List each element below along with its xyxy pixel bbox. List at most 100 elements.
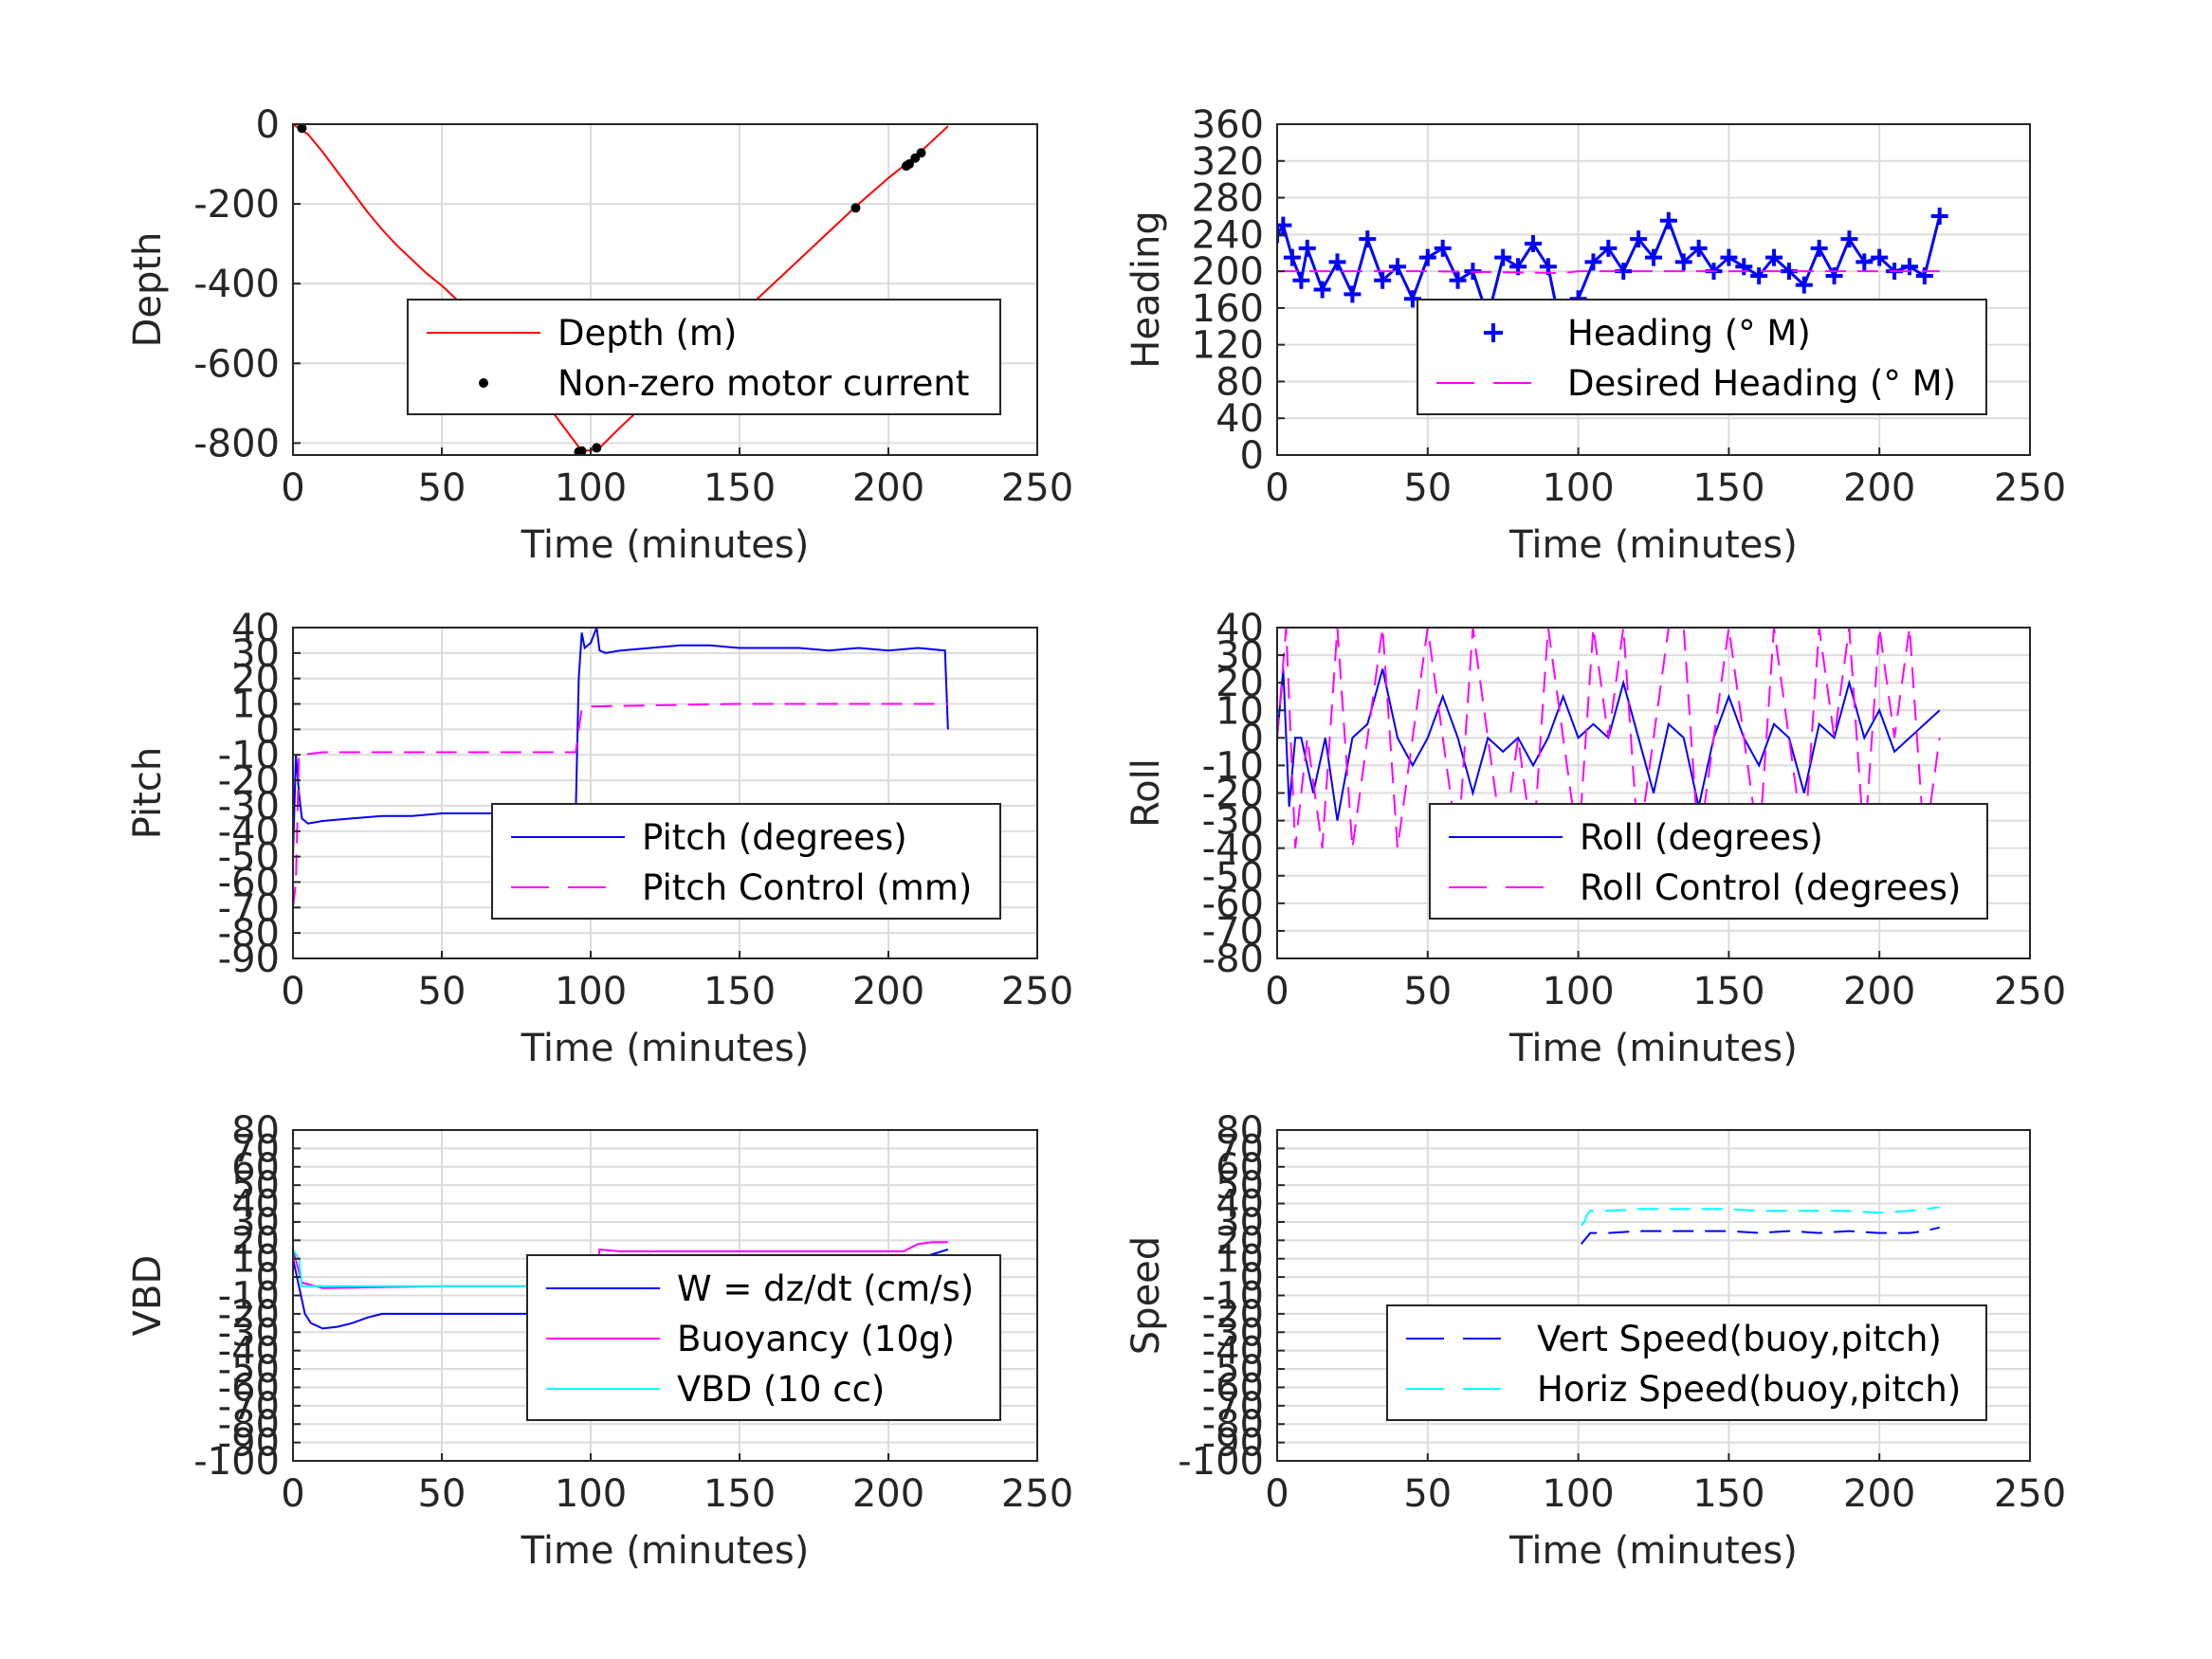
y-tick-label: -20 — [1202, 1293, 1264, 1337]
series-line-2 — [1581, 1206, 1940, 1227]
y-tick-label: 0 — [256, 708, 280, 752]
y-tick-label: -40 — [1202, 1330, 1264, 1374]
x-tick-label: 0 — [281, 970, 304, 1013]
legend-label: Roll Control (degrees) — [1580, 867, 1961, 908]
data-layer — [1277, 628, 1941, 848]
y-tick-label: -40 — [1202, 828, 1264, 871]
series-line-1 — [293, 628, 949, 857]
legend-marker — [479, 378, 488, 388]
motor-current-point — [916, 148, 926, 158]
heading-point — [1292, 271, 1310, 289]
heading-point — [1674, 253, 1692, 271]
x-tick-label: 250 — [1994, 970, 2066, 1013]
y-tick-label: -10 — [1202, 1275, 1264, 1319]
y-tick-label: -90 — [218, 1422, 280, 1466]
y-tick-label: -60 — [218, 1366, 280, 1410]
legend: Heading (° M) Desired Heading (° M) — [1417, 299, 1987, 415]
y-tick-label: -30 — [218, 785, 280, 829]
axes-box — [292, 627, 1038, 959]
x-tick-label: 0 — [1265, 970, 1289, 1013]
legend-label: Roll (degrees) — [1580, 817, 1823, 858]
y-tick-label: -10 — [218, 1275, 280, 1319]
y-tick-label: 10 — [231, 684, 280, 727]
y-tick-label: 200 — [1192, 250, 1264, 294]
series-line-2 — [293, 702, 948, 908]
y-tick-label: 30 — [1216, 634, 1264, 678]
heading-point — [1871, 248, 1889, 266]
motor-current-point — [297, 124, 307, 134]
y-tick-label: 0 — [1240, 717, 1264, 760]
heading-point — [1645, 248, 1662, 266]
x-tick-label: 200 — [1843, 466, 1915, 510]
heading-point — [1359, 230, 1377, 248]
heading-point — [1659, 211, 1677, 229]
y-tick-label: 20 — [231, 1219, 280, 1263]
subplot-heading: 0 50 100 150 200 2500408012016020024028032036… — [1124, 103, 2066, 567]
heading-point — [1389, 258, 1407, 276]
legend-label: Heading (° M) — [1567, 313, 1811, 354]
y-tick-label: -30 — [1202, 800, 1264, 844]
heading-point — [1930, 207, 1948, 225]
y-tick-label: 80 — [1216, 360, 1264, 404]
x-axis-label: Time (minutes) — [1508, 1529, 1798, 1573]
x-tick-label: 200 — [1843, 1472, 1915, 1516]
y-tick-label: -90 — [218, 938, 280, 981]
x-tick-label: 50 — [1403, 970, 1452, 1013]
subplot-vbd: 0 50 100 150 200 250-100-90-80-70-60-50-40-30… — [126, 1109, 1073, 1573]
y-tick-label: 20 — [1216, 662, 1264, 705]
y-tick-label: 40 — [231, 1183, 280, 1227]
x-tick-label: 150 — [704, 466, 776, 510]
heading-point — [1328, 253, 1346, 271]
y-tick-label: -400 — [193, 263, 280, 306]
y-tick-label: -90 — [1202, 1422, 1264, 1466]
heading-point — [1418, 248, 1436, 266]
y-tick-label: 40 — [231, 607, 280, 650]
y-tick-label: -70 — [1202, 910, 1264, 954]
heading-point — [1374, 271, 1392, 289]
y-tick-label: 70 — [1216, 1127, 1264, 1171]
x-tick-label: 150 — [704, 970, 776, 1013]
x-tick-label: 50 — [418, 466, 466, 510]
axes-box — [1276, 123, 2031, 456]
y-tick-label: 40 — [1216, 397, 1264, 441]
y-tick-label: -20 — [1202, 773, 1264, 816]
y-tick-label: 0 — [1240, 1256, 1264, 1300]
heading-point — [1825, 266, 1843, 284]
y-tick-label: -100 — [1178, 1440, 1264, 1484]
legend: Depth (m) Non-zero motor current — [407, 299, 1001, 415]
y-tick-label: 10 — [1216, 689, 1264, 733]
y-tick-label: 280 — [1192, 177, 1264, 221]
data-layer — [293, 124, 949, 455]
legend: Pitch (degrees) Pitch Control (mm) — [491, 803, 1001, 920]
y-tick-label: -10 — [218, 734, 280, 777]
x-tick-label: 200 — [852, 466, 924, 510]
heading-point — [1900, 258, 1918, 276]
motor-current-point — [592, 443, 602, 453]
x-tick-label: 200 — [852, 1472, 924, 1516]
y-tick-label: -10 — [1202, 744, 1264, 788]
y-tick-label: -40 — [218, 811, 280, 854]
y-tick-label: 10 — [1216, 1238, 1264, 1282]
legend-label: Vert Speed(buoy,pitch) — [1537, 1319, 1942, 1359]
heading-point — [1449, 271, 1467, 289]
y-tick-label: -20 — [218, 759, 280, 803]
x-tick-label: 250 — [1994, 466, 2066, 510]
y-tick-label: -60 — [218, 861, 280, 904]
y-tick-label: 40 — [1216, 1183, 1264, 1227]
subplot-roll: 0 50 100 150 200 250-80-70-60-50-40-30-20-100… — [1124, 607, 2066, 1070]
data-layer — [293, 628, 949, 908]
legend-label: W = dz/dt (cm/s) — [677, 1268, 974, 1309]
x-axis-label: Time (minutes) — [521, 523, 810, 567]
data-layer — [1277, 207, 1948, 349]
y-tick-label: 120 — [1192, 324, 1264, 368]
axes-box — [292, 123, 1038, 456]
heading-point — [1720, 248, 1738, 266]
x-tick-label: 0 — [1265, 466, 1289, 510]
heading-point — [1750, 266, 1768, 284]
series-line-2 — [293, 1241, 948, 1289]
heading-point — [1434, 239, 1452, 257]
y-tick-label: 240 — [1192, 213, 1264, 257]
y-tick-label: 50 — [1216, 1164, 1264, 1208]
x-tick-label: 150 — [1692, 1472, 1764, 1516]
y-tick-label: -80 — [218, 1403, 280, 1447]
